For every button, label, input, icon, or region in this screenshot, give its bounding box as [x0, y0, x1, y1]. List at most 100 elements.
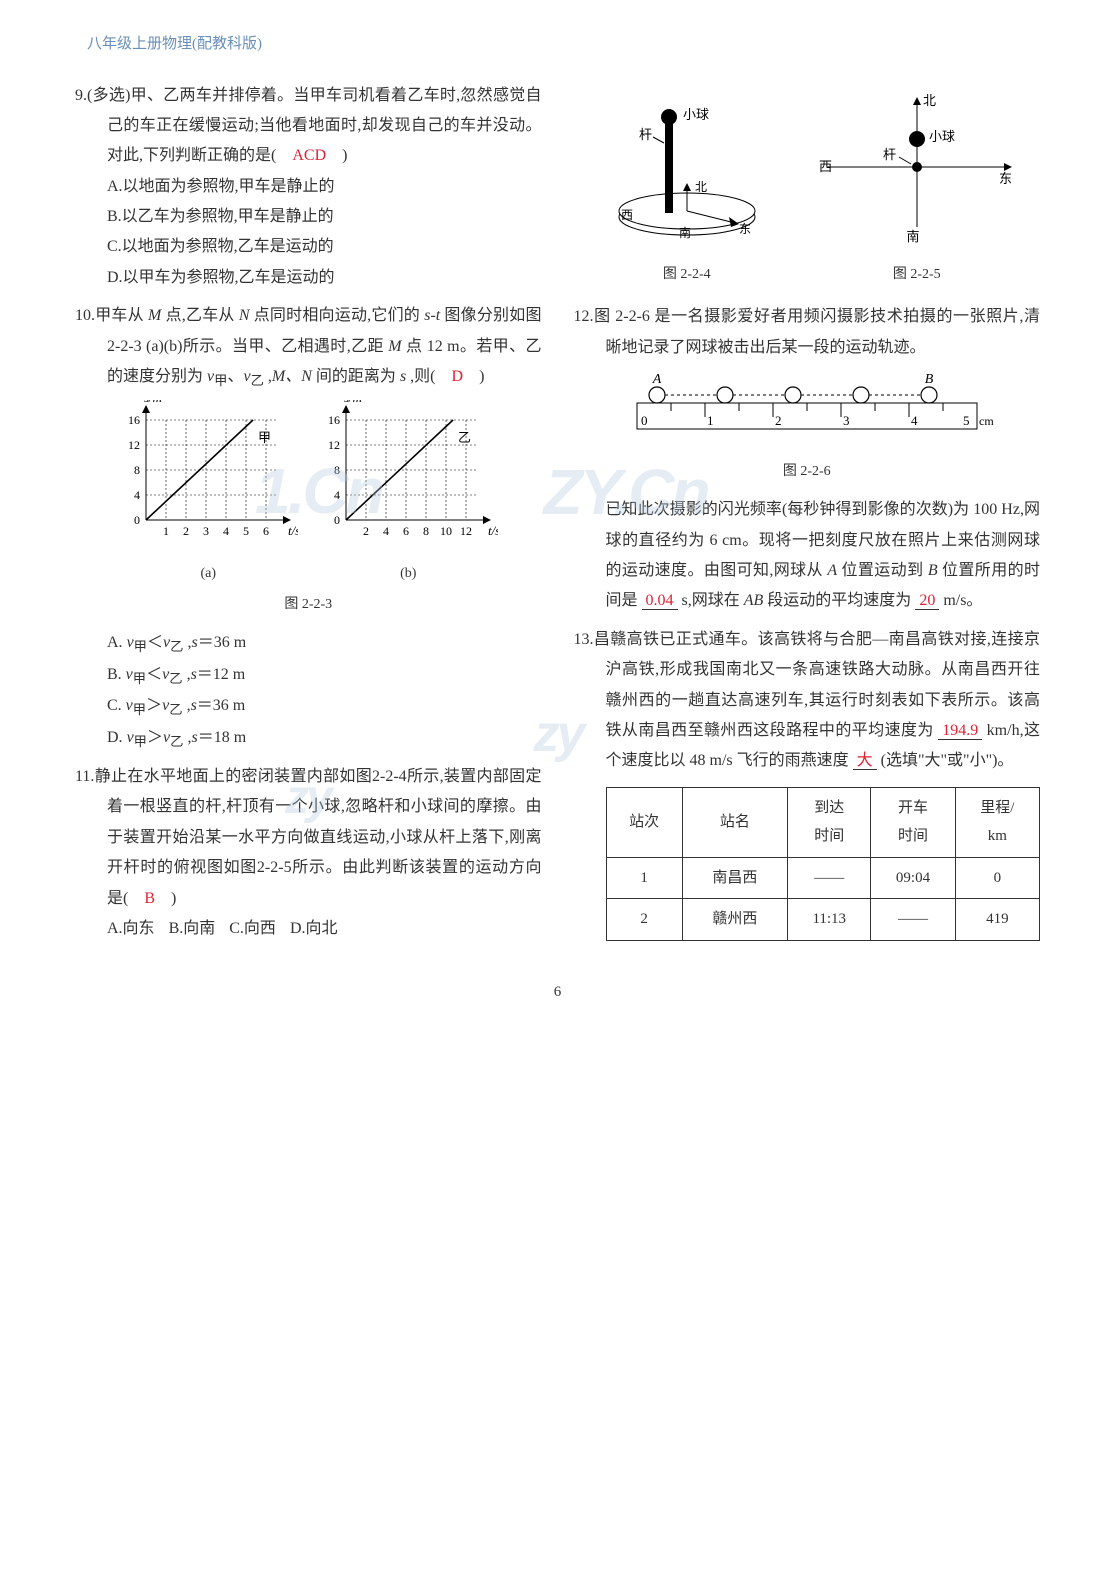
table-cell: 赣州西 [682, 899, 787, 941]
q12-B: B [928, 562, 938, 579]
question-13: 13.昌赣高铁已正式通车。该高铁将与合肥—南昌高铁对接,连接京沪高铁,形成我国南… [574, 625, 1041, 941]
svg-text:cm: cm [979, 414, 994, 428]
question-11: 11.静止在水平地面上的密闭装置内部如图2-2-4所示,装置内部固定着一根竖直的… [75, 762, 542, 944]
svg-text:0: 0 [641, 413, 648, 428]
svg-text:B: B [924, 373, 933, 387]
fig-2-2-6-svg: 0 1 2 3 4 5 cm A [617, 373, 997, 443]
gb-x6: 12 [460, 524, 472, 538]
q10-optB: B. v甲＜v乙 ,s＝12 m [75, 660, 542, 692]
gb-x3: 6 [403, 524, 409, 538]
svg-text:南: 南 [906, 229, 919, 244]
question-12: 12.图 2-2-6 是一名摄影爱好者用频闪摄影技术拍摄的一张照片,清晰地记录了… [574, 302, 1041, 616]
q10-c1: 、 [227, 368, 243, 385]
q12-t2: 位置运动到 [837, 562, 928, 579]
q9-optB: B.以乙车为参照物,甲车是静止的 [75, 202, 542, 232]
svg-text:小球: 小球 [929, 129, 955, 144]
fig-2-2-4-svg: 北 东 南 西 杆 小球 [587, 87, 787, 247]
ga-y0: 0 [134, 513, 140, 527]
q12-ans1: 0.04 [642, 592, 678, 610]
gb-ylab: s/m [344, 400, 362, 405]
svg-text:2: 2 [775, 413, 782, 428]
fig-2-2-3-cap: 图 2-2-3 [75, 592, 542, 619]
gb-y3: 12 [328, 438, 340, 452]
table-cell: 2 [606, 899, 682, 941]
q10-optC: C. v甲＞v乙 ,s＝36 m [75, 691, 542, 723]
svg-text:北: 北 [923, 93, 936, 108]
q11-optA: A.向东 [107, 914, 155, 944]
gb-xlab: t/s [488, 523, 498, 538]
q10-sub2: 乙 [251, 373, 264, 388]
ga-ylab: s/m [144, 400, 162, 405]
q13-tail: (选填"大"或"小")。 [881, 752, 1014, 769]
q10-t2: 点,乙车从 [161, 307, 238, 324]
q10-t3: 点同时相向运动,它们的 [250, 307, 425, 324]
q11-optB: B.向南 [169, 914, 216, 944]
gb-x4: 8 [423, 524, 429, 538]
gb-cap: (b) [318, 561, 498, 588]
q9-optA: A.以地面为参照物,甲车是静止的 [75, 172, 542, 202]
svg-text:1: 1 [707, 413, 714, 428]
svg-text:东: 东 [739, 222, 751, 236]
ga-y3: 12 [128, 438, 140, 452]
gb-y2: 8 [334, 463, 340, 477]
table-header: 站次 [606, 787, 682, 857]
q9-optD: D.以甲车为参照物,乙车是运动的 [75, 263, 542, 293]
q10-optD: D. v甲＞v乙 ,s＝18 m [75, 723, 542, 755]
svg-text:南: 南 [679, 225, 691, 240]
q9-stem-end: ) [326, 147, 347, 164]
svg-text:4: 4 [911, 413, 918, 428]
q11-stem-end: ) [155, 890, 176, 907]
q10-MN: M、N [272, 368, 312, 385]
q13-ans1: 194.9 [938, 722, 982, 740]
svg-text:A: A [651, 373, 661, 387]
svg-text:东: 东 [999, 171, 1012, 186]
gb-y1: 4 [334, 488, 340, 502]
q9-answer: ACD [292, 147, 326, 164]
q10-M: M [148, 307, 161, 324]
table-header: 开车时间 [871, 787, 955, 857]
q10-M2: M [388, 338, 401, 355]
q13-ans2: 大 [853, 752, 877, 770]
fig-2-2-4-cap: 图 2-2-4 [587, 262, 787, 289]
left-column: 9.(多选)甲、乙两车并排停着。当甲车司机看着乙车时,忽然感觉自己的车正在缓慢运… [75, 81, 542, 953]
gb-x1: 2 [363, 524, 369, 538]
ga-y4: 16 [128, 413, 140, 427]
fig-row-224-225: 北 东 南 西 杆 小球 图 2-2-4 [574, 87, 1041, 299]
ga-x5: 5 [243, 524, 249, 538]
q12-stem-a: 12.图 2-2-6 是一名摄影爱好者用频闪摄影技术拍摄的一张照片,清晰地记录了… [574, 302, 1041, 363]
q12-A: A [827, 562, 837, 579]
page-number: 6 [75, 978, 1040, 1007]
ga-y2: 8 [134, 463, 140, 477]
svg-text:杆: 杆 [883, 147, 896, 162]
table-header: 到达时间 [788, 787, 871, 857]
svg-text:3: 3 [843, 413, 850, 428]
q11-answer: B [144, 890, 155, 907]
svg-text:小球: 小球 [683, 107, 709, 122]
q10-optA: A. v甲＜v乙 ,s＝36 m [75, 628, 542, 660]
ga-y1: 4 [134, 488, 140, 502]
fig-2-2-6-cap: 图 2-2-6 [574, 459, 1041, 486]
question-9: 9.(多选)甲、乙两车并排停着。当甲车司机看着乙车时,忽然感觉自己的车正在缓慢运… [75, 81, 542, 294]
q11-stem: 11.静止在水平地面上的密闭装置内部如图2-2-4所示,装置内部固定着一根竖直的… [75, 768, 542, 907]
q10-t7: 间的距离为 [312, 368, 400, 385]
q10-sub1: 甲 [214, 373, 227, 388]
q12-u1: s,网球在 [678, 592, 744, 609]
q12-u2: m/s。 [939, 592, 982, 609]
svg-text:西: 西 [621, 208, 633, 222]
ga-x3: 3 [203, 524, 209, 538]
q10-t1: 10.甲车从 [75, 307, 148, 324]
gb-x5: 10 [440, 524, 452, 538]
table-row: 1南昌西——09:040 [606, 857, 1040, 899]
svg-text:5: 5 [963, 413, 970, 428]
graph-b-svg: s/m t/s 0 4 8 [318, 400, 498, 550]
q12-AB: AB [744, 592, 764, 609]
q11-optD: D.向北 [290, 914, 338, 944]
q12-ans2: 20 [915, 592, 939, 610]
q9-optC: C.以地面为参照物,乙车是运动的 [75, 232, 542, 262]
graph-a-svg: s/m t/s 0 [118, 400, 298, 550]
ga-x4: 4 [223, 524, 229, 538]
q11-optC: C.向西 [229, 914, 276, 944]
gb-series: 乙 [458, 430, 471, 445]
right-column: 北 东 南 西 杆 小球 图 2-2-4 [574, 81, 1041, 953]
table-header: 里程/km [955, 787, 1039, 857]
